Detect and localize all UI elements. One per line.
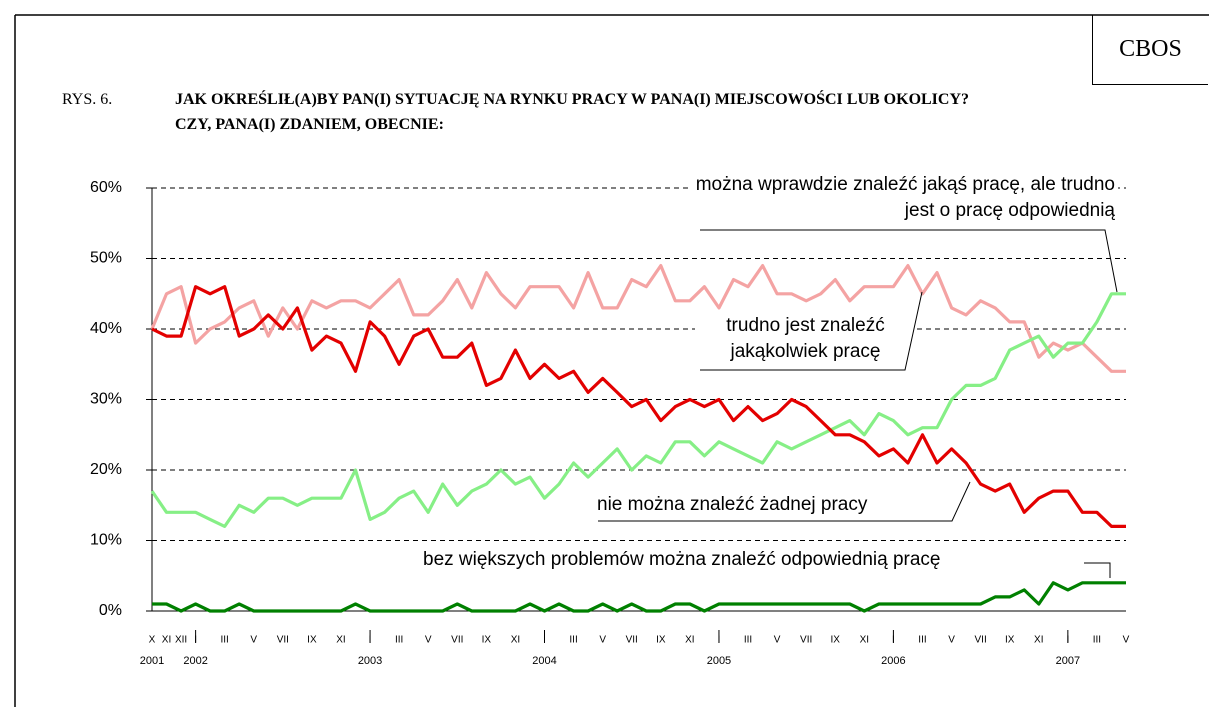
x-tick-label: III — [395, 635, 403, 646]
brand: CBOS — [1092, 15, 1208, 85]
x-tick-label: VII — [277, 635, 289, 646]
x-tick-label: IX — [1005, 635, 1015, 646]
y-tick-label: 10% — [90, 532, 122, 549]
x-tick-label: V — [250, 635, 257, 646]
x-tick-label: V — [599, 635, 606, 646]
x-tick-label: X — [149, 635, 156, 646]
series-label: można wprawdzie znaleźć jakąś pracę, ale… — [692, 172, 1118, 224]
x-tick-label: III — [744, 635, 752, 646]
series-line — [152, 581, 1126, 613]
y-tick-label: 60% — [90, 179, 122, 196]
x-year-label: 2005 — [707, 655, 731, 667]
x-year-label: 2006 — [881, 655, 905, 667]
x-tick-label: XI — [162, 635, 171, 646]
x-tick-label: XI — [511, 635, 520, 646]
series-line — [151, 285, 1126, 529]
series-label: bez większych problemów można znaleźć od… — [420, 547, 944, 573]
x-tick-label: V — [948, 635, 955, 646]
series-line — [150, 264, 1126, 373]
x-tick-label: VII — [975, 635, 987, 646]
x-tick-label: IX — [307, 635, 317, 646]
x-year-label: 2003 — [358, 655, 382, 667]
x-year-label: 2007 — [1056, 655, 1080, 667]
x-year-label: 2004 — [532, 655, 556, 667]
x-tick-label: III — [1093, 635, 1101, 646]
x-tick-label: XI — [1034, 635, 1043, 646]
y-tick-label: 0% — [99, 602, 122, 619]
x-tick-label: VII — [451, 635, 463, 646]
x-tick-label: V — [774, 635, 781, 646]
x-tick-label: VII — [626, 635, 638, 646]
series-label: trudno jest znaleźć jakąkolwiek pracę — [695, 313, 916, 365]
y-tick-label: 40% — [90, 320, 122, 337]
x-tick-label: IX — [482, 635, 492, 646]
x-year-label: 2002 — [183, 655, 207, 667]
x-tick-label: V — [425, 635, 432, 646]
x-year-label: 2001 — [140, 655, 164, 667]
x-tick-label: XII — [175, 635, 187, 646]
x-tick-label: XI — [685, 635, 694, 646]
x-tick-label: XI — [860, 635, 869, 646]
x-tick-label: XI — [336, 635, 345, 646]
y-tick-label: 50% — [90, 250, 122, 267]
x-tick-label: III — [569, 635, 577, 646]
figure-label: RYS. 6. — [62, 91, 113, 108]
x-tick-label: III — [918, 635, 926, 646]
x-tick-label: IX — [656, 635, 666, 646]
series-label: nie można znaleźć żadnej pracy — [594, 492, 871, 518]
x-tick-label: III — [221, 635, 229, 646]
y-tick-label: 20% — [90, 461, 122, 478]
x-tick-label: V — [1123, 635, 1130, 646]
chart-title: JAK OKREŚLIŁ(A)BY PAN(I) SYTUACJĘ NA RYN… — [175, 91, 970, 133]
y-tick-label: 30% — [90, 391, 122, 408]
series-line — [150, 292, 1126, 529]
x-tick-label: VII — [800, 635, 812, 646]
x-tick-label: IX — [831, 635, 841, 646]
